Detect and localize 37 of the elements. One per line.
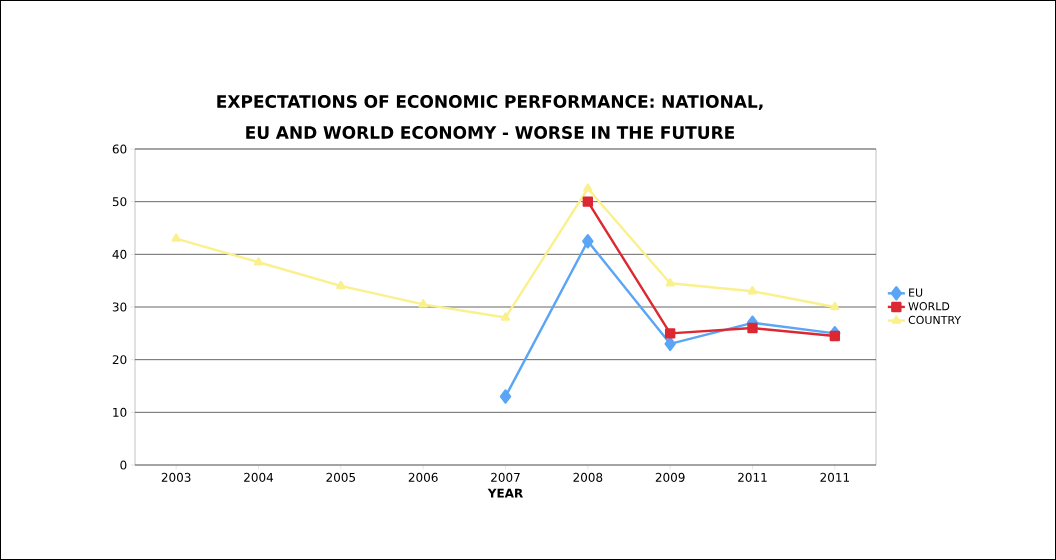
- point: [747, 286, 758, 295]
- x-tick-label: 2004: [244, 472, 274, 482]
- x-tick-label: 2011: [820, 472, 849, 482]
- point: [499, 389, 512, 404]
- point: [747, 322, 758, 334]
- y-tick-label: 10: [113, 407, 127, 417]
- x-axis-title: YEAR: [487, 488, 523, 498]
- point: [171, 233, 181, 242]
- y-tick-label: 40: [112, 249, 127, 259]
- point: [418, 299, 428, 308]
- x-tick-label: 2005: [326, 472, 356, 482]
- point: [665, 278, 675, 287]
- legend-label: EU: [909, 288, 923, 297]
- x-tick-label: 2006: [408, 472, 438, 482]
- point: [583, 183, 593, 192]
- y-tick-label: 20: [112, 355, 127, 365]
- y-tick-label: 60: [112, 144, 127, 154]
- point: [829, 330, 841, 342]
- point: [664, 328, 676, 339]
- x-tick-label: 2003: [161, 472, 191, 482]
- point: [830, 301, 840, 311]
- x-tick-label: 2008: [573, 472, 603, 482]
- legend-label: COUNTRY: [908, 315, 962, 325]
- x-tick-label: 2007: [491, 472, 520, 482]
- legend-label: WORLD: [908, 302, 950, 311]
- y-tick-label: 30: [112, 302, 127, 312]
- x-tick-label: 2011: [738, 472, 767, 482]
- x-tick-label: 2009: [655, 472, 685, 482]
- y-tick-label: 50: [112, 197, 127, 207]
- y-tick-label: 0: [120, 460, 127, 470]
- chart-title: EXPECTATIONS OF ECONOMIC PERFORMANCE: NATIONAL, EU AND WORLD ECONOMY - WORSE IN THE FUTURE: [217, 95, 763, 139]
- point: [664, 336, 676, 352]
- point: [500, 312, 511, 321]
- point: [336, 280, 346, 290]
- point: [582, 196, 594, 207]
- point: [253, 257, 264, 266]
- point: [582, 233, 594, 249]
